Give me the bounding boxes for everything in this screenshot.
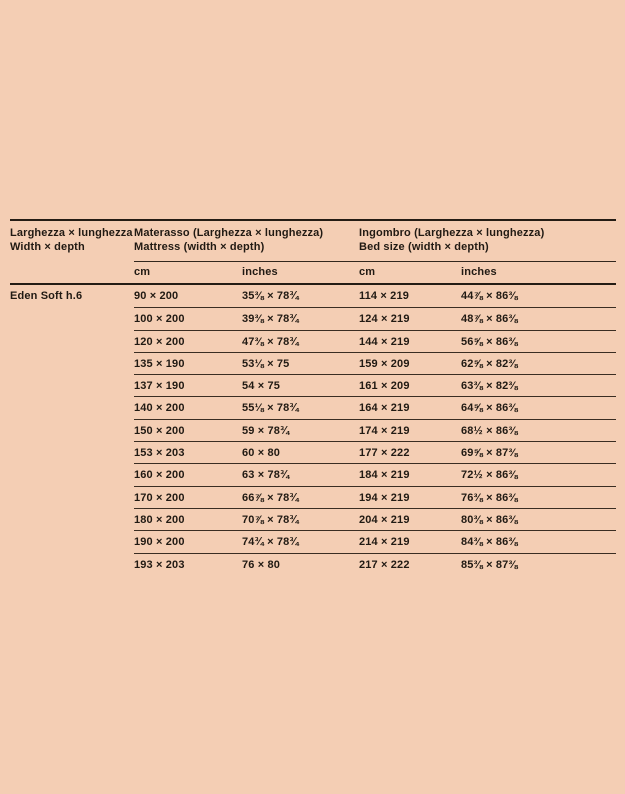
bedsize-inches: 85⅜ × 87⅜: [461, 552, 616, 575]
mattress-cm: 137 × 190: [134, 374, 242, 396]
bedsize-cm: 124 × 219: [359, 307, 461, 329]
mattress-inches: 66⅞ × 78¾: [242, 485, 359, 508]
bedsize-inches: 62⅝ × 82⅜: [461, 351, 616, 374]
mattress-inches: 63 × 78¾: [242, 463, 359, 485]
bedsize-inches: 48⅞ × 86⅜: [461, 307, 616, 329]
mattress-cm: 170 × 200: [134, 485, 242, 508]
mattress-cm: 90 × 200: [134, 290, 179, 302]
mattress-cm: 120 × 200: [134, 329, 242, 352]
mattress-inches: 74¾ × 78¾: [242, 530, 359, 552]
column-group-mattress-line2: Mattress (width × depth): [134, 240, 265, 253]
bedsize-cm: 214 × 219: [359, 530, 461, 552]
bedsize-inches: 64⅝ × 86⅜: [461, 396, 616, 418]
bedsize-inches: 44⅞ × 86⅜: [461, 290, 518, 302]
bedsize-inches: 68½ × 86⅜: [461, 418, 616, 441]
bedsize-inches: 80⅜ × 86⅜: [461, 507, 616, 530]
bedsize-inches: 56⅝ × 86⅜: [461, 329, 616, 352]
mattress-cm: 150 × 200: [134, 418, 242, 441]
mattress-cm: 193 × 203: [134, 552, 242, 575]
mattress-inches: 55⅛ × 78¾: [242, 396, 359, 418]
bedsize-inches: 69⅝ × 87⅜: [461, 441, 616, 463]
mattress-inches: 39⅜ × 78¾: [242, 307, 359, 329]
bedsize-cm: 159 × 209: [359, 351, 461, 374]
mattress-cm: 190 × 200: [134, 530, 242, 552]
size-table: Larghezza × lunghezza Width × depth Mate…: [10, 219, 616, 575]
bedsize-cm: 204 × 219: [359, 507, 461, 530]
bedsize-cm: 177 × 222: [359, 441, 461, 463]
mattress-inches: 53⅛ × 75: [242, 351, 359, 374]
product-name: Eden Soft h.6: [10, 290, 83, 302]
column-header-product-line1: Larghezza × lunghezza: [10, 227, 133, 239]
unit-header-bedsize-cm: cm: [359, 262, 461, 285]
mattress-cm: 135 × 190: [134, 351, 242, 374]
column-group-bedsize-line2: Bed size (width × depth): [359, 240, 489, 253]
column-header-product: Larghezza × lunghezza Width × depth: [10, 221, 134, 262]
bedsize-cm: 161 × 209: [359, 374, 461, 396]
mattress-cm: 153 × 203: [134, 441, 242, 463]
bedsize-inches: 84⅜ × 86⅜: [461, 530, 616, 552]
bedsize-cm: 144 × 219: [359, 329, 461, 352]
bedsize-cm: 217 × 222: [359, 552, 461, 575]
mattress-inches: 70⅞ × 78¾: [242, 507, 359, 530]
bedsize-cm: 174 × 219: [359, 418, 461, 441]
units-spacer: [10, 262, 134, 285]
bedsize-cm: 194 × 219: [359, 485, 461, 508]
mattress-inches: 76 × 80: [242, 552, 359, 575]
mattress-inches: 54 × 75: [242, 374, 359, 396]
unit-header-bedsize-inches: inches: [461, 262, 616, 285]
column-group-bedsize-line1: Ingombro (Larghezza × lunghezza): [359, 227, 545, 239]
column-group-mattress: Materasso (Larghezza × lunghezza) Mattre…: [134, 221, 359, 262]
unit-header-mattress-inches: inches: [242, 262, 359, 285]
mattress-cm: 180 × 200: [134, 507, 242, 530]
unit-header-mattress-cm: cm: [134, 262, 242, 285]
mattress-inches: 47⅜ × 78¾: [242, 329, 359, 352]
mattress-cm: 140 × 200: [134, 396, 242, 418]
column-group-mattress-line1: Materasso (Larghezza × lunghezza): [134, 227, 324, 239]
mattress-cm: 160 × 200: [134, 463, 242, 485]
mattress-inches: 60 × 80: [242, 441, 359, 463]
size-chart-sheet: Larghezza × lunghezza Width × depth Mate…: [10, 219, 616, 575]
bedsize-cm: 164 × 219: [359, 396, 461, 418]
column-header-product-line2: Width × depth: [10, 240, 85, 253]
bedsize-inches: 72½ × 86⅜: [461, 463, 616, 485]
mattress-cm: 100 × 200: [134, 307, 242, 329]
mattress-inches: 35⅜ × 78¾: [242, 290, 299, 302]
bedsize-cm: 114 × 219: [359, 290, 409, 302]
bedsize-inches: 63⅜ × 82⅜: [461, 374, 616, 396]
mattress-inches: 59 × 78¾: [242, 418, 359, 441]
bedsize-inches: 76⅜ × 86⅜: [461, 485, 616, 508]
column-group-bedsize: Ingombro (Larghezza × lunghezza) Bed siz…: [359, 221, 616, 262]
bedsize-cm: 184 × 219: [359, 463, 461, 485]
